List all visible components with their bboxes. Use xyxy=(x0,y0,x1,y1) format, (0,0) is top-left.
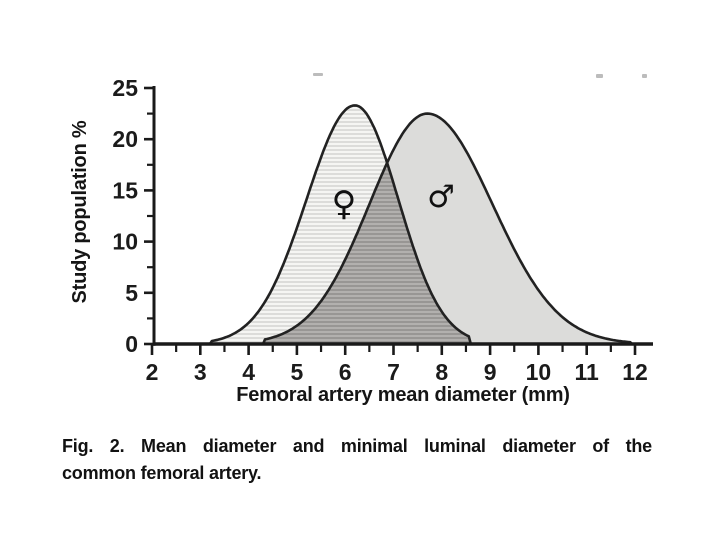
axis-ticks xyxy=(144,86,637,355)
y-tick-label: 20 xyxy=(112,126,138,152)
overlap-area xyxy=(263,163,470,344)
scan-artifacts xyxy=(313,73,647,78)
distribution-outlines xyxy=(208,104,633,345)
x-tick-label: 2 xyxy=(146,359,159,385)
figure-2-chart: 0 5 10 15 20 25 2 3 4 5 6 7 8 9 10 11 12 Study populatio… xyxy=(69,73,653,406)
male-curve-outline xyxy=(261,112,633,345)
male-symbol: ♂ xyxy=(427,179,455,215)
axis-tick-labels: 0 5 10 15 20 25 2 3 4 5 6 7 8 9 10 11 12 xyxy=(112,75,647,385)
x-tick-label: 6 xyxy=(339,359,352,385)
y-tick-label: 5 xyxy=(125,280,138,306)
x-tick-label: 4 xyxy=(242,359,255,385)
x-tick-label: 12 xyxy=(622,359,648,385)
y-tick-label: 10 xyxy=(112,229,138,255)
y-tick-label: 15 xyxy=(112,177,138,203)
x-axis-title: Femoral artery mean diameter (mm) xyxy=(236,384,570,406)
x-tick-label: 9 xyxy=(484,359,497,385)
y-tick-label: 25 xyxy=(112,75,138,101)
scan-speck xyxy=(596,74,603,78)
x-tick-label: 5 xyxy=(291,359,304,385)
caption-line-1: Fig. 2. Mean diameter and minimal lumina… xyxy=(62,436,652,456)
female-symbol: ♀ xyxy=(332,184,357,224)
y-axis-title: Study population % xyxy=(69,120,91,303)
figure-caption: Fig. 2. Mean diameter and minimal lumina… xyxy=(62,433,652,487)
x-tick-label: 10 xyxy=(526,359,552,385)
x-tick-label: 7 xyxy=(387,359,400,385)
y-tick-label: 0 xyxy=(125,331,138,357)
scan-speck xyxy=(642,74,647,78)
x-tick-label: 8 xyxy=(435,359,448,385)
distribution-areas xyxy=(210,105,633,345)
scan-speck xyxy=(313,73,323,76)
x-tick-label: 3 xyxy=(194,359,207,385)
caption-line-2: common femoral artery. xyxy=(62,463,262,483)
female-curve-outline xyxy=(208,104,473,345)
x-tick-label: 11 xyxy=(575,359,600,385)
